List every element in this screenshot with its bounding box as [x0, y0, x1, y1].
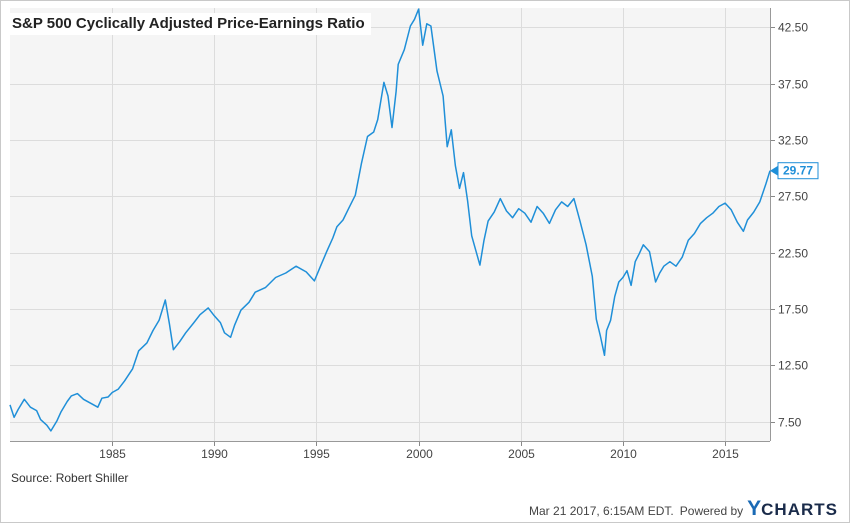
grid-lines — [10, 8, 770, 441]
x-tick-label: 2010 — [610, 447, 637, 461]
x-tick-label: 1995 — [303, 447, 330, 461]
y-tick-label: 12.50 — [778, 359, 808, 373]
last-value-box — [777, 162, 819, 180]
y-tick-label: 42.50 — [778, 21, 808, 35]
x-tick-label: 2000 — [406, 447, 433, 461]
footer: Mar 21 2017, 6:15AM EDT. Powered by YCHA… — [529, 497, 838, 521]
y-tick-label: 17.50 — [778, 303, 808, 317]
axes — [10, 8, 775, 446]
plot-area — [10, 8, 770, 441]
tick-labels: 7.50 12.50 17.50 22.50 27.50 32.50 37.50 42.50 1… — [99, 21, 819, 461]
y-tick-label: 32.50 — [778, 134, 808, 148]
ycharts-logo[interactable]: YCHARTS — [747, 497, 838, 521]
y-tick-label: 22.50 — [778, 247, 808, 261]
y-tick-label: 7.50 — [778, 416, 802, 430]
last-value-label: 29.77 — [783, 164, 813, 178]
x-tick-label: 1990 — [201, 447, 228, 461]
chart-title: S&P 500 Cyclically Adjusted Price-Earnin… — [10, 13, 371, 35]
x-tick-label: 1985 — [99, 447, 126, 461]
powered-by-label: Powered by — [679, 504, 744, 518]
ycharts-logo-text: CHARTS — [761, 500, 838, 519]
timestamp: Mar 21 2017, 6:15AM EDT. — [529, 504, 674, 518]
ycharts-logo-y: Y — [747, 497, 762, 520]
series-layer — [9, 8, 771, 432]
source-label: Source: Robert Shiller — [11, 471, 129, 485]
y-tick-label: 27.50 — [778, 190, 808, 204]
last-value-pointer — [770, 165, 778, 176]
series-line — [9, 8, 771, 432]
y-tick-label: 37.50 — [778, 78, 808, 92]
x-tick-label: 2015 — [712, 447, 739, 461]
x-tick-label: 2005 — [508, 447, 535, 461]
